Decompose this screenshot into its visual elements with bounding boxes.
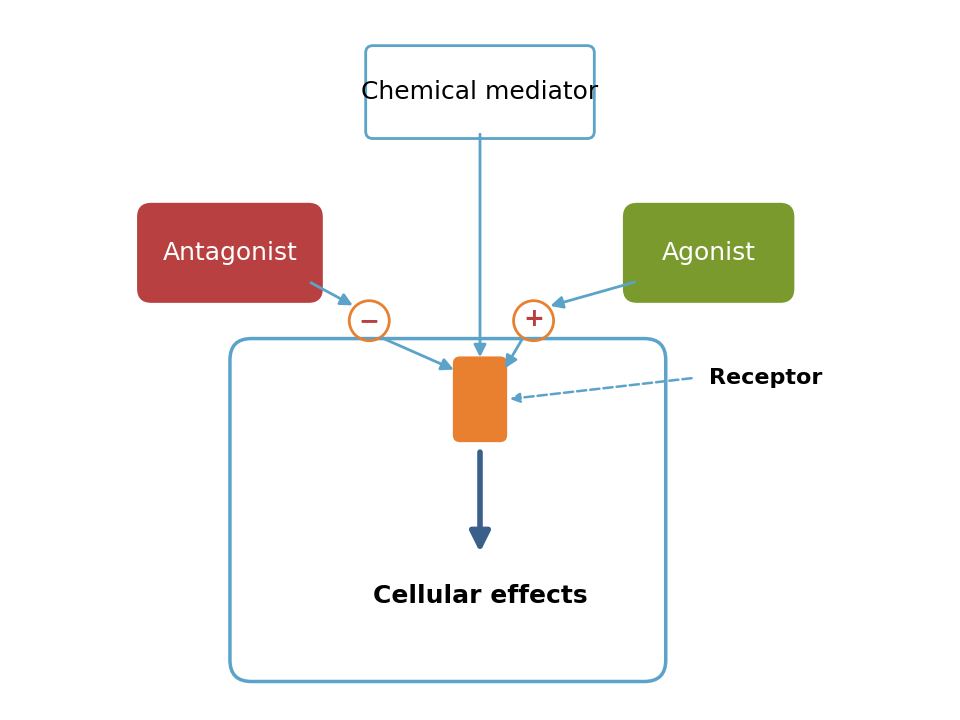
- FancyBboxPatch shape: [137, 203, 323, 303]
- FancyBboxPatch shape: [453, 356, 507, 442]
- Text: +: +: [523, 307, 544, 331]
- Text: Agonist: Agonist: [661, 240, 756, 265]
- FancyBboxPatch shape: [230, 338, 665, 682]
- FancyBboxPatch shape: [366, 45, 594, 138]
- FancyBboxPatch shape: [623, 203, 794, 303]
- Text: Chemical mediator: Chemical mediator: [361, 80, 599, 104]
- Text: Antagonist: Antagonist: [162, 240, 298, 265]
- Text: −: −: [359, 309, 380, 333]
- Text: Cellular effects: Cellular effects: [372, 584, 588, 608]
- Text: Receptor: Receptor: [708, 368, 822, 388]
